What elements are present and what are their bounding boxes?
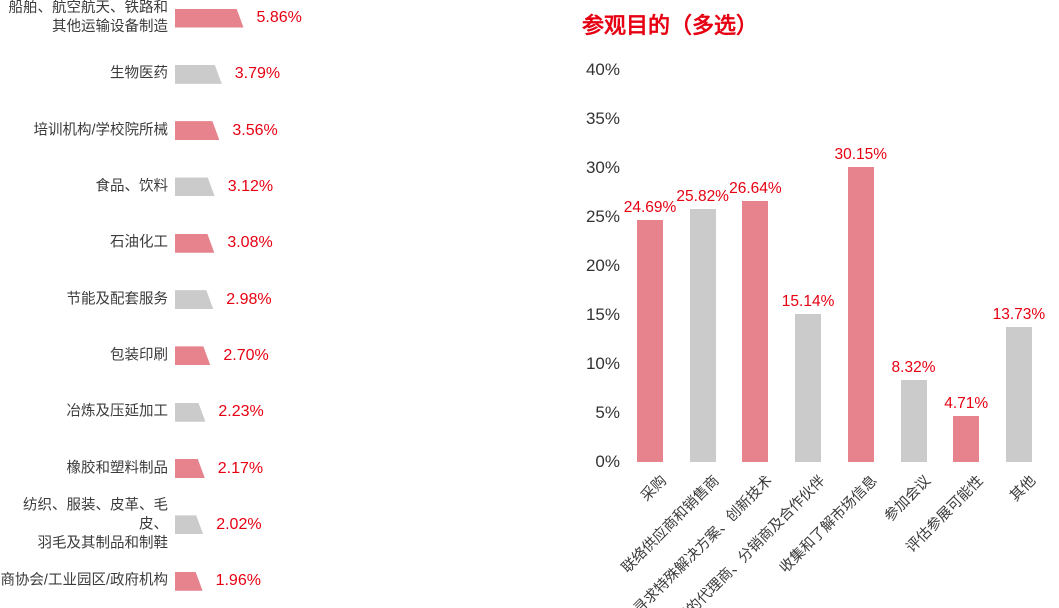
purpose-bar [953, 415, 980, 462]
value-label: 2.98% [226, 290, 272, 308]
purpose-bar [637, 220, 663, 462]
value-label: 2.70% [223, 346, 269, 364]
category-bar [175, 572, 203, 591]
category-label: 生物医药 [110, 65, 168, 82]
value-label: 15.14% [781, 292, 835, 310]
purpose-bar [847, 166, 874, 462]
y-tick-label: 10% [585, 354, 620, 373]
y-tick-label: 0% [595, 452, 620, 471]
category-label: 纺织、服装、皮革、毛皮、 羽毛及其制品和制鞋 [23, 497, 168, 552]
category-label: 食品、饮料 [95, 178, 169, 195]
category-bar [175, 177, 215, 196]
value-label: 2.02% [216, 515, 262, 533]
x-tick-label: 其他 [1007, 472, 1040, 505]
category-bar [175, 9, 244, 28]
category-bar [175, 121, 219, 140]
value-label: 3.12% [227, 177, 274, 195]
y-tick-label: 15% [585, 305, 620, 324]
category-label: 船舶、航空航天、铁路和 其他运输设备制造 [8, 0, 169, 35]
y-tick-label: 30% [585, 158, 620, 177]
value-label: 3.56% [232, 121, 278, 139]
purpose-bar [689, 208, 716, 462]
y-tick-label: 25% [585, 207, 620, 226]
value-label: 5.86% [256, 9, 302, 26]
category-label: 橡胶和塑料制品 [66, 460, 169, 477]
category-bar [175, 234, 214, 253]
value-label: 26.64% [729, 179, 782, 197]
y-tick-label: 40% [585, 60, 620, 79]
value-label: 2.17% [217, 459, 264, 477]
category-label: 石油化工 [110, 234, 168, 251]
value-label: 4.71% [944, 394, 989, 412]
value-label: 24.69% [623, 199, 677, 217]
value-label: 2.23% [218, 403, 264, 421]
value-label: 1.96% [215, 572, 261, 590]
category-bar [175, 459, 205, 478]
purpose-bar [795, 313, 822, 462]
value-label: 8.32% [891, 359, 936, 377]
purpose-bar [900, 380, 927, 462]
category-label: 冶炼及压延加工 [66, 403, 169, 420]
value-label: 30.15% [834, 145, 888, 163]
purpose-bar [742, 200, 769, 462]
category-bar [175, 515, 203, 534]
purpose-bar [1005, 327, 1032, 462]
value-label: 25.82% [676, 187, 729, 205]
value-label: 3.79% [234, 65, 281, 83]
y-tick-label: 35% [585, 109, 620, 128]
value-label: 13.73% [992, 306, 1046, 324]
value-label: 3.08% [227, 234, 273, 252]
y-tick-label: 20% [585, 256, 620, 275]
category-bar [175, 403, 205, 422]
category-label: 节能及配套服务 [66, 291, 169, 308]
category-label: 商协会/工业园区/政府机构 [0, 572, 168, 589]
category-bar [175, 65, 222, 84]
category-label: 培训机构/学校院所械 [33, 122, 168, 139]
y-tick-label: 5% [595, 403, 620, 422]
category-label: 包装印刷 [110, 347, 168, 364]
category-bar [175, 346, 210, 365]
category-bar [175, 290, 213, 309]
chart-title: 参观目的（多选） [582, 13, 759, 38]
x-tick-label: 采购 [638, 472, 671, 505]
